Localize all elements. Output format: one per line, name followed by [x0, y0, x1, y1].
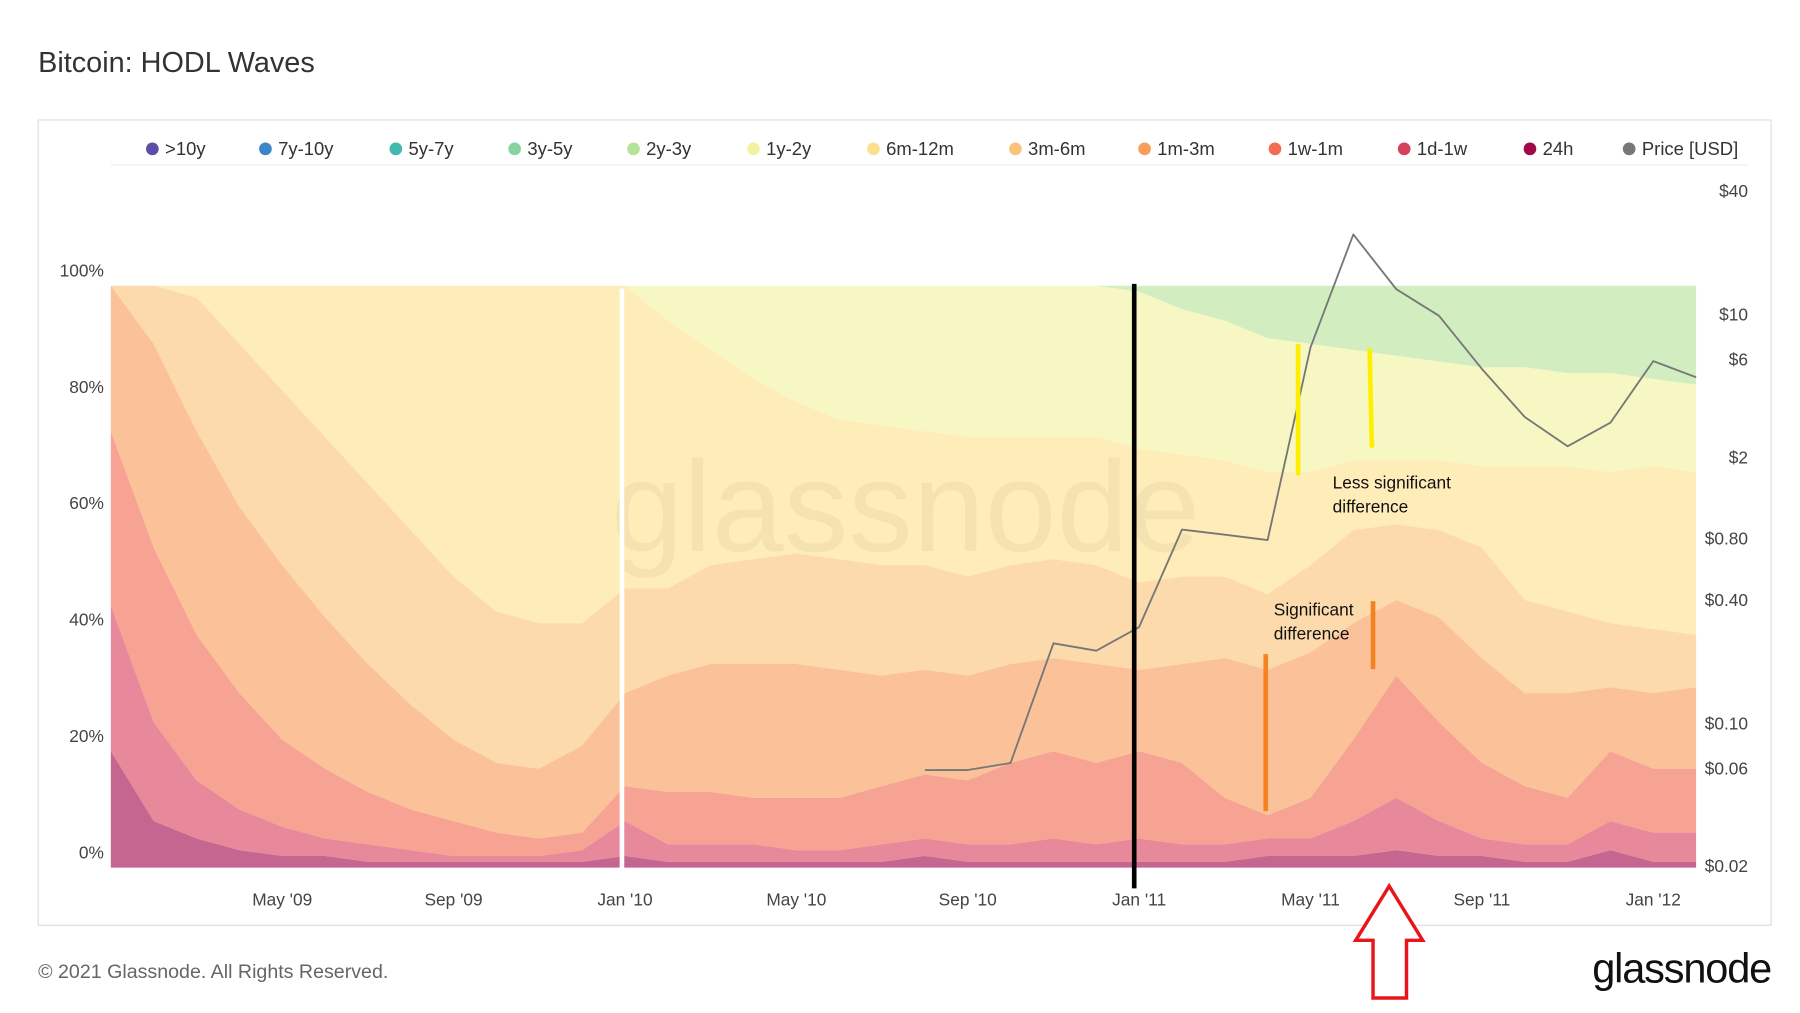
x-tick-label: May '09 — [252, 890, 312, 910]
x-tick-label: Jan '10 — [597, 890, 652, 910]
x-tick-label: Sep '09 — [425, 890, 483, 910]
legend-swatch — [259, 142, 272, 156]
legend-swatch — [747, 142, 760, 156]
area — [110, 751, 1697, 868]
y-tick-label: 40% — [69, 610, 104, 630]
annotation-line-text: difference — [1333, 496, 1409, 516]
panel-border — [37, 119, 1772, 926]
watermark: glassnode — [611, 435, 1200, 579]
x-tick-label: Jan '12 — [1626, 890, 1681, 910]
legend-swatch — [389, 142, 403, 156]
annotation-line-text: Less significant — [1333, 472, 1451, 492]
legend-label: 1d-1w — [1417, 138, 1468, 159]
y-tick-label: 80% — [69, 377, 104, 397]
y2-tick-label: $2 — [1729, 447, 1748, 467]
y2-tick-label: $0.06 — [1705, 759, 1748, 779]
area — [110, 285, 1697, 769]
legend-label: 2y-3y — [646, 138, 692, 159]
x-tick-label: May '10 — [766, 890, 826, 910]
legend-label: >10y — [165, 138, 206, 159]
copyright: © 2021 Glassnode. All Rights Reserved. — [38, 961, 388, 983]
legend-label: 6m-12m — [886, 138, 954, 159]
legend-swatch — [146, 142, 159, 156]
overlay — [924, 233, 1697, 771]
legend-label: 7y-10y — [278, 138, 334, 159]
area — [110, 285, 1697, 385]
legend-label: 1m-3m — [1157, 138, 1214, 159]
x-tick-label: Jan '11 — [1112, 890, 1166, 910]
legend-label: 24h — [1543, 138, 1574, 159]
annotation: Significant difference — [1274, 599, 1359, 643]
chart-title: Bitcoin: HODL Waves — [38, 47, 315, 79]
legend-label: Price [USD] — [1642, 138, 1738, 159]
x-tick-label: Sep '11 — [1453, 890, 1510, 910]
y-tick-label: 100% — [60, 260, 104, 280]
x-tick-label: May '11 — [1281, 890, 1340, 910]
area — [110, 285, 1697, 635]
legend-swatch — [867, 142, 880, 156]
area — [110, 605, 1697, 862]
y2-tick-label: $0.02 — [1705, 856, 1748, 876]
legend-swatch — [627, 142, 640, 156]
legend-swatch — [508, 142, 521, 156]
y2-tick-label: $0.40 — [1705, 590, 1748, 610]
area — [110, 431, 1697, 856]
legend-label: 1y-2y — [766, 138, 812, 159]
annotation-line — [1367, 348, 1375, 448]
y2-tick-label: $40 — [1719, 181, 1748, 201]
legend-label: 3m-6m — [1028, 138, 1085, 159]
legend-label: 5y-7y — [408, 138, 454, 159]
area — [110, 285, 1697, 839]
annotation-line-text: Significant — [1274, 599, 1354, 619]
y2-tick-label: $0.10 — [1705, 713, 1748, 733]
legend-swatch — [1397, 142, 1411, 156]
annotation-line-text: difference — [1274, 623, 1350, 643]
y-tick-label: 20% — [69, 726, 104, 746]
y-tick-label: 0% — [79, 842, 104, 862]
y-tick-label: 60% — [69, 493, 104, 513]
price-line — [924, 233, 1697, 771]
legend-swatch — [1009, 142, 1022, 156]
legend-swatch — [1622, 142, 1636, 156]
legend-label: 1w-1m — [1288, 138, 1343, 159]
arrow — [1352, 882, 1426, 1000]
legend-swatch — [1268, 142, 1282, 156]
legend-swatch — [1523, 142, 1537, 156]
y2-tick-label: $0.80 — [1705, 529, 1748, 549]
y2-tick-label: $6 — [1729, 350, 1748, 370]
x-tick-label: Sep '10 — [939, 890, 997, 910]
legend-swatch — [1138, 142, 1151, 156]
annotation: Less significant difference — [1333, 472, 1456, 516]
y2-tick-label: $10 — [1719, 304, 1748, 324]
logo: glassnode — [1592, 944, 1771, 991]
legend-label: 3y-5y — [527, 138, 573, 159]
